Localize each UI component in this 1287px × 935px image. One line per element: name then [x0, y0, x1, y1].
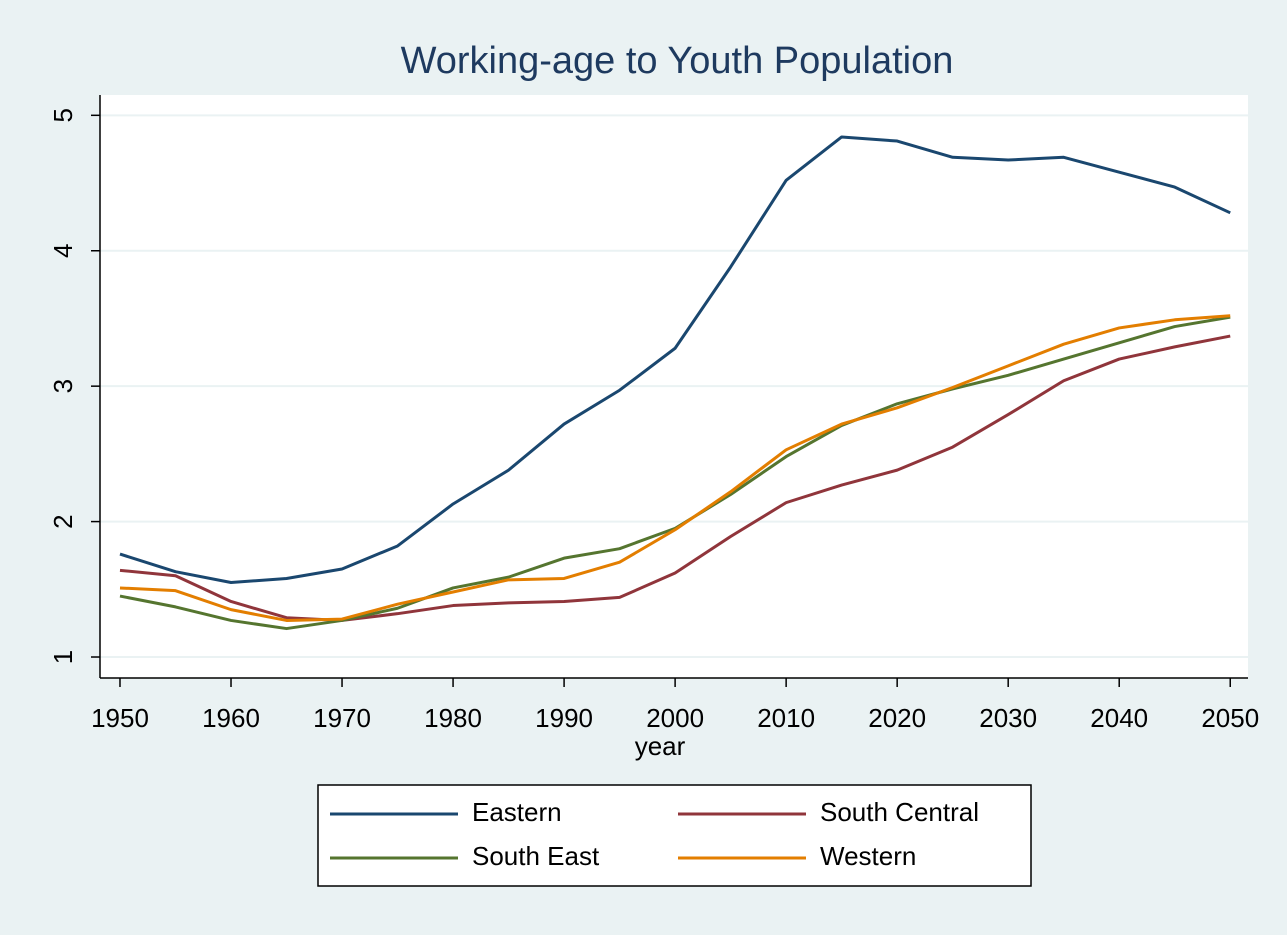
legend-box: [317, 784, 1032, 887]
legend-label: South Central: [820, 797, 979, 827]
y-tick-label: 5: [48, 108, 78, 122]
x-tick-label: 2010: [757, 703, 815, 733]
series-line: [119, 314, 1231, 622]
x-tick-label: 1980: [424, 703, 482, 733]
chart-title: Working-age to Youth Population: [401, 40, 954, 82]
y-tick-label: 1: [48, 650, 78, 664]
x-tick-label: 1960: [202, 703, 260, 733]
x-tick-label: 2050: [1201, 703, 1259, 733]
series-line: [119, 135, 1231, 585]
x-tick-label: 1950: [91, 703, 149, 733]
x-tick-label: 2030: [979, 703, 1037, 733]
y-tick-label: 3: [48, 379, 78, 393]
x-axis-label: year: [635, 731, 686, 761]
y-tick-label: 2: [48, 514, 78, 528]
x-tick-label: 1990: [535, 703, 593, 733]
x-tick-label: 1970: [313, 703, 371, 733]
legend-label: Eastern: [472, 797, 562, 827]
legend-label: South East: [472, 841, 600, 871]
x-tick-label: 2040: [1090, 703, 1148, 733]
y-tick-label: 4: [48, 244, 78, 258]
legend-label: Western: [820, 841, 916, 871]
x-tick-label: 2020: [868, 703, 926, 733]
x-tick-label: 2000: [646, 703, 704, 733]
